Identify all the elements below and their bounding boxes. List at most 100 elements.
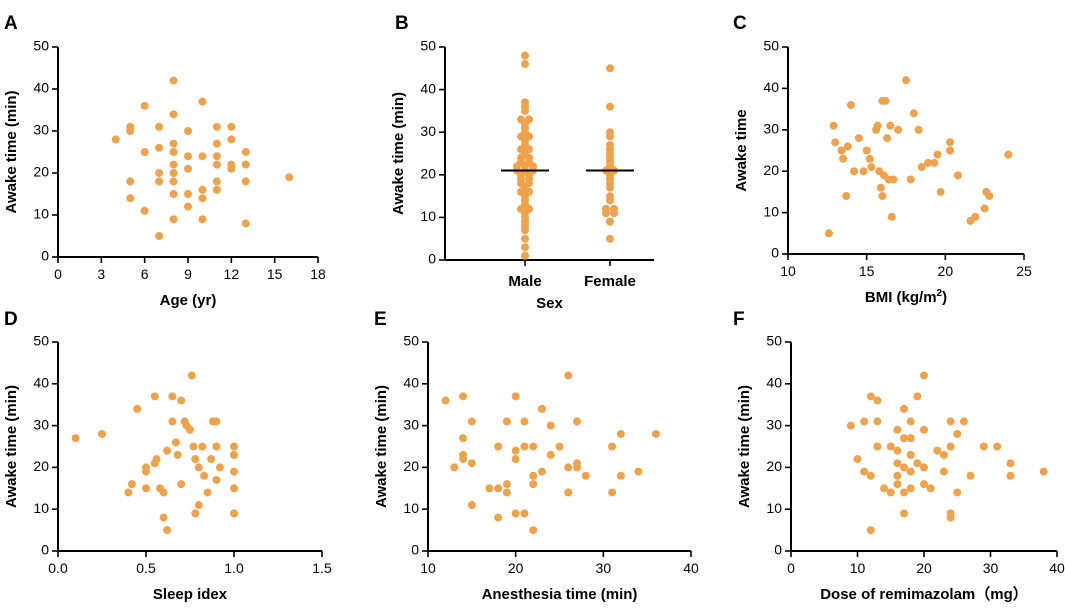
panel-letter: B [395, 13, 409, 34]
data-point [212, 177, 221, 186]
data-point [124, 488, 133, 497]
data-point [187, 371, 196, 380]
y-tick-label: 50 [33, 333, 49, 349]
data-point [485, 484, 494, 493]
panel-letter: A [4, 13, 18, 34]
x-axis-title: Age (yr) [160, 292, 217, 309]
data-point [843, 142, 852, 151]
data-point [159, 513, 168, 522]
data-point [946, 442, 955, 451]
data-point [610, 209, 618, 218]
panel-f: F 0 10 20 30 40 50 Awake time (min) 0 10 20 30 40 Dos… [733, 309, 1065, 603]
data-point [459, 455, 468, 464]
panel-d: D 0 10 20 30 40 50 Awake time (min) 0.0 0.5 1.0 1.5… [3, 309, 332, 603]
data-point [606, 64, 614, 73]
data-point [906, 417, 915, 426]
x-tick-label: 12 [224, 266, 240, 282]
y-axis-title: Awake time (min) [736, 385, 753, 508]
x-tick-label: 9 [184, 266, 192, 282]
data-point [511, 392, 520, 401]
data-point [215, 463, 224, 472]
data-point [494, 442, 503, 451]
data-point [169, 148, 178, 156]
data-point [194, 501, 203, 510]
data-point [846, 100, 855, 109]
data-point [920, 425, 928, 434]
y-tick-label: 10 [766, 500, 782, 516]
x-tick-label: 30 [983, 560, 999, 576]
data-point [873, 396, 882, 405]
x-axis-title-end: ) [942, 289, 947, 306]
data-point [824, 229, 833, 238]
data-point [184, 190, 192, 198]
y-tick-label: 20 [763, 162, 779, 178]
y-tick-label: 0 [41, 542, 49, 558]
x-tick-label: 0 [787, 560, 795, 576]
data-point [184, 164, 192, 173]
data-point [140, 148, 149, 156]
x-tick-label: 20 [938, 263, 954, 279]
data-point [634, 467, 643, 476]
data-point [939, 450, 948, 459]
data-point [906, 484, 915, 493]
data-point [198, 152, 207, 161]
data-point [606, 217, 614, 226]
data-point [191, 509, 200, 518]
data-point [502, 480, 511, 489]
y-axis-title: Awake time (min) [3, 90, 20, 213]
data-point [212, 122, 221, 131]
data-point [155, 232, 164, 240]
data-point [155, 122, 164, 131]
x-axis-title-sup: 2 [937, 288, 943, 299]
data-point [893, 425, 902, 434]
y-axis-title: Awake time (min) [3, 385, 20, 508]
y-tick-label: 0 [41, 248, 49, 264]
data-point [521, 60, 529, 69]
x-tick-label: 25 [1016, 263, 1032, 279]
data-point [177, 396, 186, 405]
data-point [529, 442, 538, 451]
data-point [155, 177, 164, 186]
y-tick-label: 20 [403, 458, 419, 474]
data-point [159, 488, 168, 497]
data-point [169, 139, 178, 148]
data-point [494, 513, 503, 522]
data-point [573, 417, 582, 426]
data-point [1004, 150, 1013, 159]
data-point [191, 455, 200, 464]
data-point [606, 196, 614, 205]
data-point [459, 392, 468, 401]
data-point [920, 371, 928, 380]
data-point [873, 121, 882, 130]
data-point [581, 471, 590, 480]
panel-letter: F [733, 309, 745, 330]
data-point [546, 450, 555, 459]
data-point [126, 177, 135, 186]
x-tick-label: 15 [267, 266, 283, 282]
y-tick-label: 50 [763, 38, 779, 54]
data-point [889, 175, 898, 184]
data-point [98, 429, 106, 438]
data-point [893, 471, 902, 480]
y-tick-label: 10 [420, 208, 436, 224]
data-point [839, 154, 848, 163]
data-point [140, 206, 149, 215]
data-point [900, 463, 909, 472]
data-point [893, 480, 902, 489]
panel-b: B 0 10 20 30 40 50 Awake time (min) Male Female Se… [390, 13, 654, 312]
data-point [152, 455, 161, 464]
data-point [467, 501, 476, 510]
data-point [459, 434, 468, 443]
data-point [194, 463, 203, 472]
data-point [933, 150, 942, 159]
data-point [184, 202, 192, 211]
data-point [212, 160, 221, 169]
data-point [521, 251, 529, 260]
data-point [241, 177, 250, 186]
data-point [953, 488, 962, 497]
y-tick-label: 50 [420, 38, 436, 54]
data-point [537, 404, 546, 413]
data-point [450, 463, 459, 472]
data-point [173, 450, 182, 459]
